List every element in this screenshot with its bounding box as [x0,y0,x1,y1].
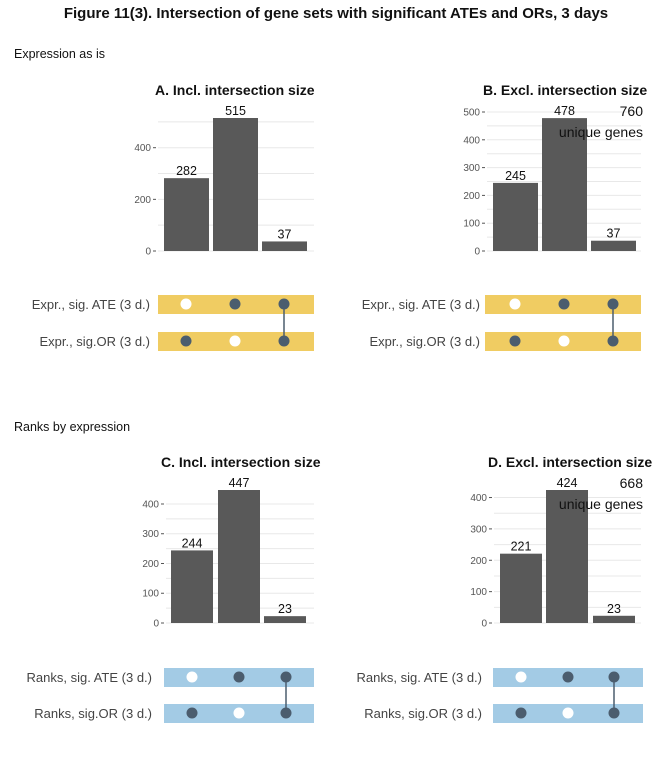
panel-b-dot-r1-c1 [509,298,521,310]
panel-b-ytick-label: 300 [463,163,480,174]
panel-b-annotation-text: unique genes [559,124,643,140]
panel-c-dot-r1-c3 [280,671,292,683]
panel-d-bar-3 [593,615,635,623]
panel-b-annotation-value: 760 [620,103,644,119]
panel-b-ytick-label: 400 [463,135,480,146]
panel-d-dot-r2-c3 [608,707,620,719]
panel-d-bar-1 [500,553,542,623]
panel-a-ytick-label: 0 [145,247,151,258]
panel-a-bar-label-1: 282 [176,164,197,178]
panel-b-title: B. Excl. intersection size [483,82,648,98]
panel-b-bar-1 [493,182,538,251]
panel-a-dot-r1-c3 [278,298,290,310]
panel-d-dot-r1-c3 [608,671,620,683]
panel-d-bar-label-1: 221 [511,540,532,554]
panel-c-bar-3 [264,616,306,623]
panel-d-bar-label-3: 23 [607,602,621,616]
panel-b-bar-label-1: 245 [505,169,526,183]
panel-c-ytick-label: 400 [142,499,159,510]
panel-b-bar-label-3: 37 [607,227,621,241]
panel-d-ytick-label: 400 [470,493,487,504]
panel-b-dot-r1-c2 [558,298,570,310]
panel-b-ytick-label: 100 [463,219,480,230]
panel-a-dot-r2-c1 [180,335,192,347]
panel-d-set-label-1: Ranks, sig. ATE (3 d.) [356,670,482,685]
panel-c-dot-r2-c1 [186,707,198,719]
panel-a-dot-r2-c2 [229,335,241,347]
panel-c-bar-label-1: 244 [182,536,203,550]
panel-d-title: D. Excl. intersection size [488,454,653,470]
panel-c-bar-label-3: 23 [278,602,292,616]
panel-b-dot-r2-c1 [509,335,521,347]
panel-a-set-label-1: Expr., sig. ATE (3 d.) [31,297,150,312]
panel-c-set-label-2: Ranks, sig.OR (3 d.) [34,706,152,721]
panel-d-dot-r1-c1 [515,671,527,683]
panel-a-title: A. Incl. intersection size [155,82,315,98]
panel-c-set-label-1: Ranks, sig. ATE (3 d.) [26,670,152,685]
panel-d-ytick-label: 200 [470,556,487,567]
panel-a-dot-r1-c1 [180,298,192,310]
panel-d-dot-r1-c2 [562,671,574,683]
panel-c-ytick-label: 0 [153,619,159,630]
panel-c-bar-2 [218,490,260,623]
panel-b-bar-3 [591,240,636,251]
panel-c-bar-1 [171,550,213,623]
panel-c-dot-r2-c3 [280,707,292,719]
panel-c-bar-label-2: 447 [229,476,250,490]
panel-c-title: C. Incl. intersection size [161,454,321,470]
panel-d-dot-r2-c1 [515,707,527,719]
panel-d-ytick-label: 100 [470,587,487,598]
panel-c-dot-r1-c1 [186,671,198,683]
panel-a-bar-3 [262,241,307,251]
panel-b-dot-r2-c2 [558,335,570,347]
panel-a-dot-r2-c3 [278,335,290,347]
panel-a-bar-label-3: 37 [278,227,292,241]
panel-b-set-label-2: Expr., sig.OR (3 d.) [369,334,480,349]
panel-c-ytick-label: 200 [142,559,159,570]
panel-c-dot-r1-c2 [233,671,245,683]
panel-b-ytick-label: 0 [474,247,480,258]
section-label-expression: Expression as is [14,47,106,61]
panel-b-dot-r2-c3 [607,335,619,347]
panel-d-ytick-label: 0 [481,619,487,630]
panel-d-bar-label-2: 424 [557,476,578,490]
panel-b-ytick-label: 500 [463,108,480,119]
panel-a-set-label-2: Expr., sig.OR (3 d.) [39,334,150,349]
panel-a-ytick-label: 400 [134,143,151,154]
panel-b-ytick-label: 200 [463,191,480,202]
panel-b-bar-label-2: 478 [554,104,575,118]
panel-c-ytick-label: 100 [142,589,159,600]
panel-b-bar-2 [542,118,587,251]
panel-a-bar-2 [213,118,258,251]
panel-d-ytick-label: 300 [470,524,487,535]
panel-a-ytick-label: 200 [134,195,151,206]
panel-d-dot-r2-c2 [562,707,574,719]
panel-b-set-label-1: Expr., sig. ATE (3 d.) [361,297,480,312]
panel-c-ytick-label: 300 [142,529,159,540]
section-label-ranks: Ranks by expression [14,420,131,434]
panel-a-dot-r1-c2 [229,298,241,310]
panel-c-dot-r2-c2 [233,707,245,719]
panel-b-dot-r1-c3 [607,298,619,310]
panel-d-set-label-2: Ranks, sig.OR (3 d.) [364,706,482,721]
panel-a-bar-1 [164,178,209,251]
panel-d-annotation-value: 668 [620,475,644,491]
panel-a-bar-label-2: 515 [225,104,246,118]
panel-d-annotation-text: unique genes [559,496,643,512]
figure-title: Figure 11(3). Intersection of gene sets … [63,5,609,22]
panel-d-bar-2 [546,490,588,623]
